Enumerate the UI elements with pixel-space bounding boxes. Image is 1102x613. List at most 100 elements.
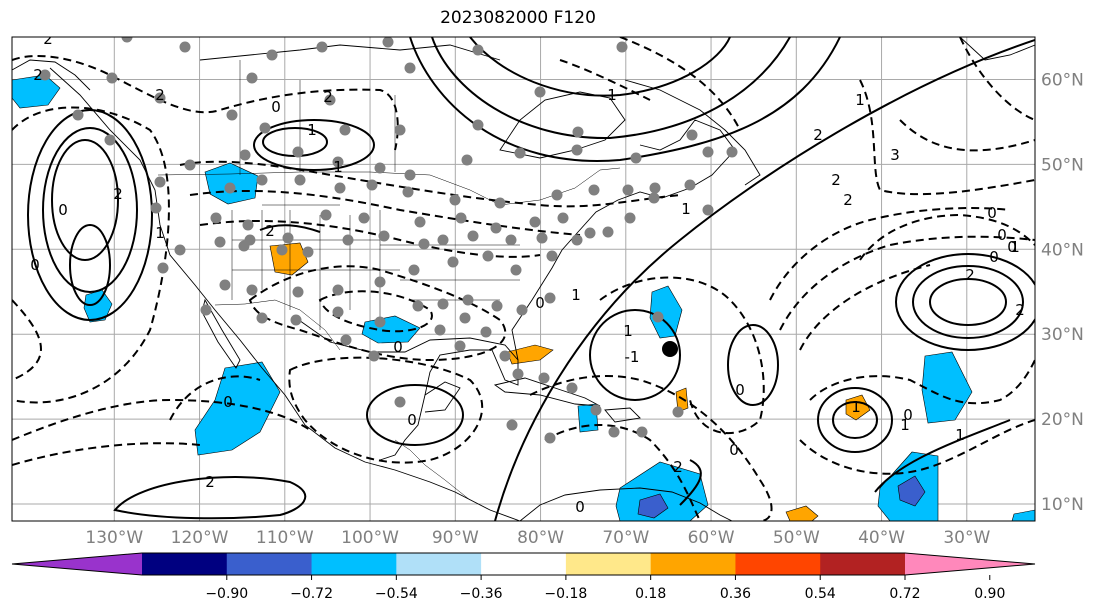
- lat-tick-label: 10°N: [1041, 495, 1084, 515]
- station-marker: [282, 232, 294, 244]
- contour-label: 2: [813, 126, 823, 144]
- station-marker: [368, 350, 380, 362]
- contour-label: 1: [623, 322, 633, 340]
- contour-label: 2: [155, 86, 165, 104]
- contour-label: 1: [155, 224, 165, 242]
- station-marker: [256, 174, 268, 186]
- station-marker: [672, 406, 684, 418]
- station-marker: [482, 250, 494, 262]
- station-marker: [394, 396, 406, 408]
- station-marker: [342, 234, 354, 246]
- station-marker: [157, 262, 169, 274]
- colorbar-tick-label: 0.72: [889, 586, 920, 602]
- station-marker: [608, 426, 620, 438]
- station-marker: [491, 300, 503, 312]
- contours-negative: [12, 37, 1035, 521]
- contour-label: 0: [58, 201, 68, 219]
- station-marker: [239, 149, 251, 161]
- station-marker: [292, 146, 304, 158]
- contour-label: 2: [43, 30, 53, 48]
- station-marker: [480, 326, 492, 338]
- station-marker: [394, 124, 406, 136]
- station-marker: [557, 212, 569, 224]
- station-marker: [374, 276, 386, 288]
- station-marker: [358, 212, 370, 224]
- station-marker: [566, 382, 578, 394]
- station-marker: [572, 126, 584, 138]
- station-marker: [588, 184, 600, 196]
- coast-hudson: [499, 91, 626, 159]
- station-marker: [366, 179, 378, 191]
- station-marker: [616, 41, 628, 53]
- station-marker: [290, 314, 302, 326]
- station-marker: [499, 350, 511, 362]
- station-marker: [494, 197, 506, 209]
- station-marker: [461, 154, 473, 166]
- contour-label: 1: [307, 121, 317, 139]
- storm-center-marker: [662, 341, 678, 357]
- contour-label: 1: [607, 86, 617, 104]
- lon-tick-label: 50°W: [773, 528, 820, 548]
- contour-label: 0: [535, 294, 545, 312]
- coast-arctic: [199, 44, 501, 61]
- station-marker: [382, 37, 394, 48]
- station-marker: [259, 122, 271, 134]
- contour-label: 2: [113, 185, 123, 203]
- station-marker: [447, 256, 459, 268]
- station-marker: [551, 189, 563, 201]
- station-marker: [292, 286, 304, 298]
- station-marker: [316, 41, 328, 53]
- lon-tick-label: 100°W: [341, 528, 399, 548]
- colorbar-tick-label: 0.54: [805, 586, 836, 602]
- contour-label: 2: [33, 66, 43, 84]
- contour-label: -1: [625, 348, 640, 366]
- station-marker: [467, 230, 479, 242]
- colorbar-tick-label: −0.36: [460, 586, 503, 602]
- lon-tick-label: 40°W: [858, 528, 905, 548]
- station-marker: [332, 306, 344, 318]
- colorbar: −0.90 −0.72 −0.54 −0.36 −0.18 0.18 0.36 0.54 0.7…: [11, 552, 1036, 602]
- contour-label: 3: [890, 146, 900, 164]
- station-marker: [437, 298, 449, 310]
- station-marker: [246, 72, 258, 84]
- station-marker: [224, 182, 236, 194]
- latitude-labels: 60°N 50°N 40°N 30°N 20°N 10°N: [1041, 70, 1084, 515]
- station-marker: [302, 246, 314, 258]
- colorbar-segment: [650, 553, 736, 575]
- station-marker: [536, 232, 548, 244]
- colorbar-segment: [226, 553, 313, 575]
- colorbar-extend-low: [12, 553, 142, 575]
- contour-label: 0: [407, 411, 417, 429]
- contour-label: 0: [997, 226, 1007, 244]
- lat-tick-label: 50°N: [1041, 155, 1084, 175]
- contour-label: 0: [393, 338, 403, 356]
- station-marker: [418, 238, 430, 250]
- contour-label: 2: [673, 458, 683, 476]
- border-us-mexico: [214, 299, 341, 351]
- contour-label: 1: [851, 398, 861, 416]
- contour-label: 1: [855, 91, 865, 109]
- station-marker: [648, 192, 660, 204]
- station-marker: [630, 152, 642, 164]
- lat-tick-label: 30°N: [1041, 325, 1084, 345]
- lon-tick-label: 110°W: [256, 528, 314, 548]
- lat-tick-label: 40°N: [1041, 240, 1084, 260]
- political-borders: [157, 60, 621, 501]
- station-marker: [546, 250, 558, 262]
- station-marker: [266, 49, 278, 61]
- station-marker: [684, 179, 696, 191]
- station-marker: [104, 134, 116, 146]
- contour-label: 2: [205, 473, 215, 491]
- station-marker: [544, 432, 556, 444]
- station-marker: [514, 147, 526, 159]
- coast-south-america: [519, 487, 733, 521]
- colorbar-extend-high: [905, 553, 1035, 575]
- border-us-canada: [157, 167, 621, 206]
- station-marker: [276, 244, 288, 256]
- anomaly-blue: [1011, 509, 1035, 521]
- station-marker: [154, 176, 166, 188]
- anomaly-blue: [921, 351, 973, 424]
- colorbar-tick-label: −0.72: [290, 586, 333, 602]
- station-marker: [449, 194, 461, 206]
